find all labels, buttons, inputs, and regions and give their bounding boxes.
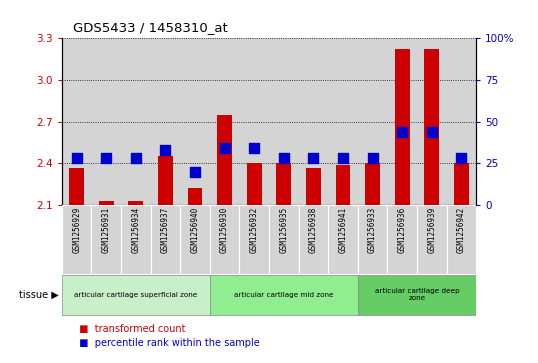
Point xyxy=(398,129,406,135)
Text: tissue ▶: tissue ▶ xyxy=(19,290,59,300)
Text: GSM1256939: GSM1256939 xyxy=(427,207,436,253)
Bar xyxy=(358,205,387,274)
Text: ■  transformed count: ■ transformed count xyxy=(73,323,185,334)
Text: GSM1256933: GSM1256933 xyxy=(368,207,377,253)
Bar xyxy=(247,163,261,205)
Bar xyxy=(358,275,476,315)
Text: GDS5433 / 1458310_at: GDS5433 / 1458310_at xyxy=(73,21,228,34)
Bar xyxy=(424,49,439,205)
Point xyxy=(309,155,317,161)
Bar xyxy=(299,205,328,274)
Bar xyxy=(454,163,469,205)
Bar xyxy=(158,156,173,205)
Bar xyxy=(121,205,151,274)
Text: GSM1256938: GSM1256938 xyxy=(309,207,318,253)
Text: GSM1256934: GSM1256934 xyxy=(131,207,140,253)
Bar xyxy=(180,205,210,274)
Bar xyxy=(91,205,121,274)
Bar xyxy=(210,205,239,274)
Bar xyxy=(151,205,180,274)
Text: GSM1256941: GSM1256941 xyxy=(338,207,348,253)
Point xyxy=(279,155,288,161)
Bar xyxy=(210,275,358,315)
Bar xyxy=(336,165,350,205)
Point xyxy=(220,146,229,151)
Bar xyxy=(69,167,84,205)
Point xyxy=(190,169,199,175)
Point xyxy=(457,155,465,161)
Point xyxy=(339,155,348,161)
Bar xyxy=(217,115,232,205)
Point xyxy=(250,146,258,151)
Text: ■  percentile rank within the sample: ■ percentile rank within the sample xyxy=(73,338,259,348)
Point xyxy=(161,147,170,153)
Text: articular cartilage deep
zone: articular cartilage deep zone xyxy=(374,289,459,301)
Text: GSM1256937: GSM1256937 xyxy=(161,207,170,253)
Text: GSM1256930: GSM1256930 xyxy=(220,207,229,253)
Text: GSM1256936: GSM1256936 xyxy=(398,207,407,253)
Text: GSM1256935: GSM1256935 xyxy=(279,207,288,253)
Point xyxy=(131,155,140,161)
Bar xyxy=(129,201,143,205)
Bar xyxy=(239,205,269,274)
Bar xyxy=(269,205,299,274)
Bar xyxy=(306,167,321,205)
Bar xyxy=(62,205,91,274)
Text: GSM1256931: GSM1256931 xyxy=(102,207,111,253)
Bar xyxy=(277,163,291,205)
Bar xyxy=(328,205,358,274)
Text: articular cartilage mid zone: articular cartilage mid zone xyxy=(234,292,334,298)
Text: GSM1256929: GSM1256929 xyxy=(72,207,81,253)
Text: GSM1256932: GSM1256932 xyxy=(250,207,259,253)
Bar xyxy=(62,275,210,315)
Text: GSM1256942: GSM1256942 xyxy=(457,207,466,253)
Bar xyxy=(417,205,447,274)
Point xyxy=(368,155,377,161)
Bar xyxy=(447,205,476,274)
Point xyxy=(102,155,111,161)
Text: GSM1256940: GSM1256940 xyxy=(190,207,200,253)
Bar xyxy=(99,201,114,205)
Text: articular cartilage superficial zone: articular cartilage superficial zone xyxy=(74,292,197,298)
Bar xyxy=(188,188,202,205)
Bar xyxy=(387,205,417,274)
Bar xyxy=(365,163,380,205)
Bar xyxy=(395,49,409,205)
Point xyxy=(427,129,436,135)
Point xyxy=(72,155,81,161)
